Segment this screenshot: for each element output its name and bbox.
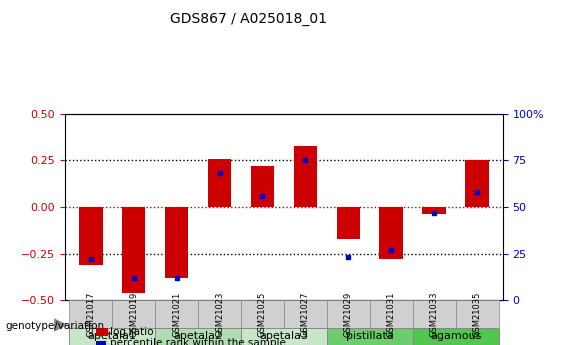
Bar	[155, 300, 198, 328]
Text: agamous: agamous	[430, 332, 481, 342]
Bar	[69, 328, 155, 345]
Text: GSM21033: GSM21033	[429, 291, 438, 337]
Text: GSM21025: GSM21025	[258, 292, 267, 337]
Text: GDS867 / A025018_01: GDS867 / A025018_01	[170, 12, 327, 26]
Bar	[412, 300, 455, 328]
Bar	[380, 207, 403, 259]
Text: apetala2: apetala2	[173, 332, 223, 342]
Bar	[122, 207, 145, 293]
Bar	[198, 300, 241, 328]
Text: apetala3: apetala3	[259, 332, 308, 342]
Bar	[455, 300, 498, 328]
Polygon shape	[54, 318, 68, 332]
Bar	[327, 328, 412, 345]
Bar	[466, 160, 489, 207]
Text: genotype/variation: genotype/variation	[6, 321, 105, 331]
Bar	[327, 300, 370, 328]
Text: pistillata: pistillata	[346, 332, 394, 342]
Bar	[165, 207, 188, 278]
Bar	[423, 207, 446, 215]
Bar	[241, 300, 284, 328]
Text: GSM21031: GSM21031	[386, 292, 396, 337]
Bar	[294, 146, 317, 207]
Text: GSM21035: GSM21035	[472, 292, 481, 337]
Text: GSM21027: GSM21027	[301, 292, 310, 337]
Bar	[241, 328, 327, 345]
Bar	[155, 328, 241, 345]
Text: GSM21023: GSM21023	[215, 292, 224, 337]
Text: GSM21029: GSM21029	[344, 292, 353, 337]
Bar	[370, 300, 412, 328]
Text: percentile rank within the sample: percentile rank within the sample	[110, 338, 286, 345]
Text: apetala1: apetala1	[88, 332, 137, 342]
Bar	[337, 207, 360, 239]
Bar	[79, 207, 102, 265]
Text: log ratio: log ratio	[110, 327, 154, 337]
Bar	[412, 328, 498, 345]
Bar	[112, 300, 155, 328]
Bar	[208, 159, 231, 207]
Bar	[69, 300, 112, 328]
Text: GSM21017: GSM21017	[86, 292, 95, 337]
Text: GSM21021: GSM21021	[172, 292, 181, 337]
Bar	[284, 300, 327, 328]
Bar	[251, 166, 274, 207]
Text: GSM21019: GSM21019	[129, 292, 138, 337]
